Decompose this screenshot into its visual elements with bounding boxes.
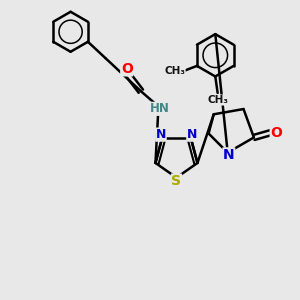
Text: CH₃: CH₃ bbox=[164, 66, 185, 76]
Text: O: O bbox=[270, 126, 282, 140]
Text: S: S bbox=[172, 174, 182, 188]
Text: N: N bbox=[223, 148, 235, 162]
Text: N: N bbox=[156, 128, 166, 141]
Text: HN: HN bbox=[150, 102, 169, 115]
Text: CH₃: CH₃ bbox=[207, 95, 228, 105]
Text: O: O bbox=[121, 62, 133, 76]
Text: N: N bbox=[187, 128, 197, 141]
